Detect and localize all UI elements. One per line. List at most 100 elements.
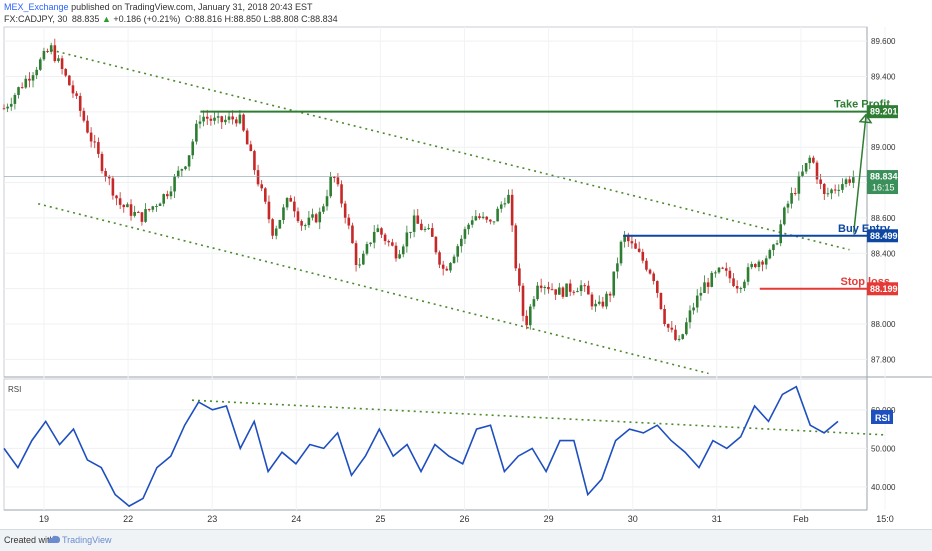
candle-body <box>641 251 645 261</box>
candle-body <box>57 58 60 62</box>
created-with-label: Created with <box>4 535 55 545</box>
candle-body <box>623 234 626 242</box>
candle-body <box>779 224 783 244</box>
candle-body <box>449 263 452 271</box>
candle-body <box>136 211 140 213</box>
candle-body <box>703 282 706 293</box>
candle-body <box>656 281 659 293</box>
candle-body <box>93 141 97 143</box>
candle-body <box>351 225 354 244</box>
time-tick-label: Feb <box>793 514 809 524</box>
channel-lower-trendline[interactable] <box>37 202 709 375</box>
candle-body <box>242 114 245 131</box>
candle-body <box>362 253 365 265</box>
candle-body <box>376 228 380 232</box>
candle-body <box>804 163 808 172</box>
rsi-pane-title: RSI <box>8 385 21 394</box>
candle-body <box>601 301 605 307</box>
candle-body <box>547 286 550 290</box>
candle-body <box>6 106 9 109</box>
candle-body <box>728 270 732 279</box>
candle-body <box>394 245 398 259</box>
candle-body <box>231 116 234 120</box>
open-label: O:88.816 <box>184 14 222 24</box>
candle-body <box>220 116 224 123</box>
candle-body <box>637 248 641 252</box>
price-tick-label: 89.400 <box>871 72 896 81</box>
candle-body <box>554 289 557 295</box>
candle-body <box>307 217 311 226</box>
target-arrow[interactable] <box>852 115 867 233</box>
candle-body <box>597 301 601 304</box>
candle-body <box>616 263 619 272</box>
channel-upper-trendline[interactable] <box>50 49 850 251</box>
candle-body <box>481 216 485 218</box>
candle-body <box>347 217 351 226</box>
candle-body <box>9 103 13 107</box>
candle-body <box>478 216 481 218</box>
stop-loss-badge <box>867 282 898 296</box>
candle-body <box>590 294 594 307</box>
candle-body <box>75 93 78 96</box>
candle-body <box>46 50 49 52</box>
candle-body <box>746 267 750 282</box>
candle-body <box>579 285 583 292</box>
candle-body <box>285 197 289 208</box>
candle-body <box>681 334 685 339</box>
candle-body <box>659 292 663 309</box>
publisher-link[interactable]: MEX_Exchange <box>4 2 69 12</box>
candle-body <box>499 204 503 209</box>
candle-body <box>97 142 100 154</box>
candle-body <box>383 234 387 242</box>
candle-body <box>420 223 423 230</box>
candle-body <box>735 286 739 289</box>
candle-body <box>391 242 394 246</box>
candle-body <box>325 196 329 207</box>
time-tick-label: 22 <box>123 514 133 524</box>
tradingview-brand-link[interactable]: TradingView <box>62 535 112 545</box>
candle-body <box>626 234 630 242</box>
candle-body <box>267 201 271 220</box>
candle-body <box>699 292 703 296</box>
candle-body <box>830 189 833 194</box>
candle-body <box>721 267 724 269</box>
candle-body <box>387 241 391 243</box>
candle-body <box>572 291 576 293</box>
candle-body <box>238 114 242 124</box>
candle-body <box>605 293 608 307</box>
candle-body <box>184 166 187 170</box>
candle-body <box>409 231 412 233</box>
candle-body <box>303 225 307 227</box>
rsi-tick-label: 40.000 <box>871 483 896 492</box>
candle-body <box>398 254 401 259</box>
candle-body <box>133 211 136 216</box>
candle-body <box>343 203 347 218</box>
candle-body <box>467 224 470 230</box>
candle-body <box>583 285 587 287</box>
candle-body <box>754 264 757 268</box>
candle-body <box>198 121 202 124</box>
candle-body <box>812 157 815 163</box>
candle-body <box>826 193 830 195</box>
chart-canvas[interactable]: 89.60089.40089.20089.00088.80088.60088.4… <box>0 0 932 529</box>
candle-body <box>20 87 24 89</box>
candle-body <box>619 241 623 264</box>
footer-bar: Created with TradingView <box>0 529 932 551</box>
candle-body <box>155 205 158 207</box>
candle-body <box>311 214 314 218</box>
candle-body <box>801 171 804 176</box>
candle-body <box>278 220 282 229</box>
candle-body <box>187 155 191 167</box>
candle-body <box>790 192 793 204</box>
change-label: +0.186 (+0.21%) <box>113 14 181 24</box>
candle-body <box>144 209 147 222</box>
low-label: L:88.808 <box>263 14 299 24</box>
candle-body <box>764 258 768 265</box>
rsi-series-line[interactable] <box>3 385 839 508</box>
candle-body <box>234 119 238 124</box>
rsi-trendline[interactable] <box>191 399 886 436</box>
candle-body <box>783 207 786 225</box>
candle-body <box>100 153 104 171</box>
candle-body <box>492 221 496 223</box>
candle-body <box>852 177 855 183</box>
